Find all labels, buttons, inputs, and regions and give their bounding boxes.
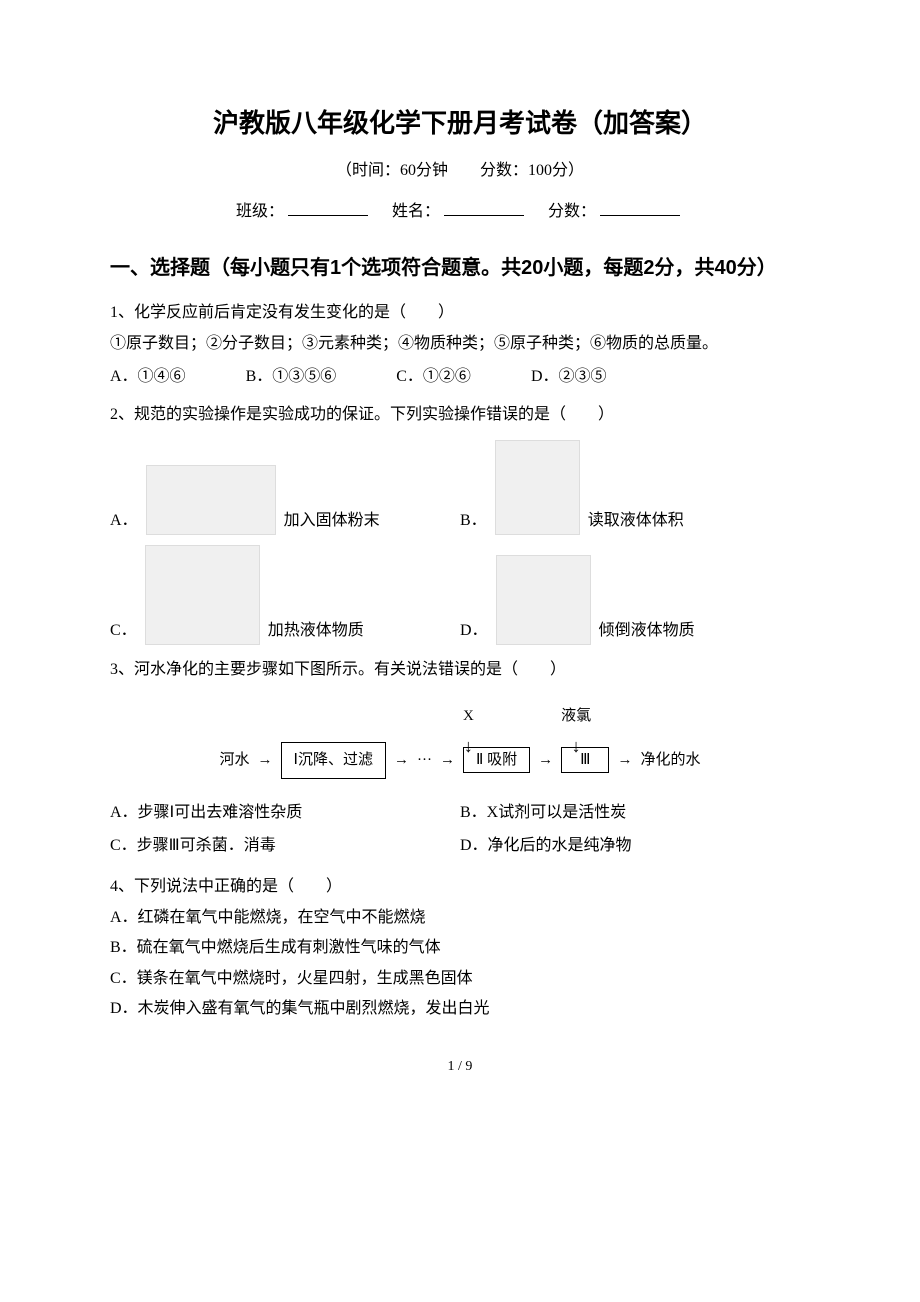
- q2-row-cd: C． 加热液体物质 D． 倾倒液体物质: [110, 545, 810, 645]
- q2-row-ab: A． 加入固体粉末 B． 读取液体体积: [110, 440, 810, 535]
- q3-flow-diagram: 河水 → Ⅰ沉降、过滤 → ··· → X ↓ Ⅱ 吸附 → 液氯 ↓ Ⅲ → …: [110, 742, 810, 779]
- question-1: 1、化学反应前后肯定没有发生变化的是（ ） ①原子数目；②分子数目；③元素种类；…: [110, 298, 810, 392]
- flow-arrow-2b: →: [440, 747, 455, 774]
- q2-b-prefix: B．: [460, 507, 487, 536]
- q4-opt-a: A．红磷在氧气中能燃烧，在空气中不能燃烧: [110, 903, 810, 933]
- exam-title: 沪教版八年级化学下册月考试卷（加答案）: [110, 100, 810, 147]
- flow-box-1: Ⅰ沉降、过滤: [281, 742, 386, 779]
- flow-x-label: X: [463, 703, 474, 730]
- down-arrow-lq: ↓: [572, 730, 581, 762]
- q2-b-image: [495, 440, 580, 535]
- q4-opt-c: C．镁条在氧气中燃烧时，火星四射，生成黑色固体: [110, 964, 810, 994]
- down-arrow-x: ↓: [464, 730, 473, 762]
- q1-opt-a: A．①④⑥: [110, 363, 186, 392]
- flow-lq-col: 液氯 ↓: [561, 703, 591, 762]
- q3-opt-c: C．步骤Ⅲ可杀菌．消毒: [110, 832, 460, 861]
- flow-arrow-1: →: [258, 747, 273, 774]
- q2-opt-c-wrap: C． 加热液体物质: [110, 545, 460, 645]
- q2-d-label: 倾倒液体物质: [599, 617, 695, 646]
- q3-opt-b: B．X试剂可以是活性炭: [460, 799, 810, 828]
- q2-d-image: [496, 555, 591, 645]
- q1-text: 1、化学反应前后肯定没有发生变化的是（ ）: [110, 298, 810, 328]
- section-1-header: 一、选择题（每小题只有1个选项符合题意。共20小题，每题2分，共40分）: [110, 246, 810, 290]
- flow-lq-label: 液氯: [561, 703, 591, 730]
- q4-opt-b: B．硫在氧气中燃烧后生成有刺激性气味的气体: [110, 933, 810, 963]
- class-blank: [288, 198, 368, 216]
- q3-opt-d: D．净化后的水是纯净物: [460, 832, 810, 861]
- q2-text: 2、规范的实验操作是实验成功的保证。下列实验操作错误的是（ ）: [110, 400, 810, 430]
- q2-opt-b-wrap: B． 读取液体体积: [460, 440, 684, 535]
- flow-arrow-3: →: [538, 747, 553, 774]
- q2-a-image: [146, 465, 276, 535]
- name-label: 姓名：: [392, 203, 440, 220]
- class-label: 班级：: [236, 203, 284, 220]
- q2-a-prefix: A．: [110, 507, 138, 536]
- name-blank: [444, 198, 524, 216]
- flow-x-col: X ↓: [463, 703, 474, 762]
- q1-items: ①原子数目；②分子数目；③元素种类；④物质种类；⑤原子种类；⑥物质的总质量。: [110, 329, 810, 359]
- q4-text: 4、下列说法中正确的是（ ）: [110, 872, 810, 902]
- student-info-line: 班级： 姓名： 分数：: [110, 198, 810, 227]
- flow-arrow-4: →: [617, 747, 632, 774]
- q1-options: A．①④⑥ B．①③⑤⑥ C．①②⑥ D．②③⑤: [110, 363, 810, 392]
- page-footer: 1 / 9: [110, 1054, 810, 1079]
- question-4: 4、下列说法中正确的是（ ） A．红磷在氧气中能燃烧，在空气中不能燃烧 B．硫在…: [110, 872, 810, 1024]
- flow-start: 河水: [220, 747, 250, 774]
- flow-arrow-2a: →: [394, 747, 409, 774]
- q2-c-image: [145, 545, 260, 645]
- flow-end: 净化的水: [640, 747, 700, 774]
- q2-c-label: 加热液体物质: [268, 617, 364, 646]
- flow-dots: ···: [417, 747, 432, 774]
- question-3: 3、河水净化的主要步骤如下图所示。有关说法错误的是（ ） 河水 → Ⅰ沉降、过滤…: [110, 655, 810, 864]
- q2-c-prefix: C．: [110, 617, 137, 646]
- q1-opt-b: B．①③⑤⑥: [246, 363, 337, 392]
- score-blank: [600, 198, 680, 216]
- exam-meta: （时间：60分钟 分数：100分）: [110, 157, 810, 186]
- flow-box-3-container: 液氯 ↓ Ⅲ: [561, 747, 609, 774]
- q2-d-prefix: D．: [460, 617, 488, 646]
- q2-a-label: 加入固体粉末: [284, 507, 380, 536]
- flow-box-2-container: X ↓ Ⅱ 吸附: [463, 747, 530, 774]
- question-2: 2、规范的实验操作是实验成功的保证。下列实验操作错误的是（ ） A． 加入固体粉…: [110, 400, 810, 645]
- q3-options: A．步骤Ⅰ可出去难溶性杂质 B．X试剂可以是活性炭 C．步骤Ⅲ可杀菌．消毒 D．…: [110, 799, 810, 865]
- q3-text: 3、河水净化的主要步骤如下图所示。有关说法错误的是（ ）: [110, 655, 810, 685]
- q2-opt-d-wrap: D． 倾倒液体物质: [460, 555, 695, 645]
- q2-opt-a-wrap: A． 加入固体粉末: [110, 465, 460, 535]
- q4-opt-d: D．木炭伸入盛有氧气的集气瓶中剧烈燃烧，发出白光: [110, 994, 810, 1024]
- q2-b-label: 读取液体体积: [588, 507, 684, 536]
- q1-opt-c: C．①②⑥: [396, 363, 471, 392]
- q3-opt-a: A．步骤Ⅰ可出去难溶性杂质: [110, 799, 460, 828]
- score-label: 分数：: [548, 203, 596, 220]
- q1-opt-d: D．②③⑤: [531, 363, 607, 392]
